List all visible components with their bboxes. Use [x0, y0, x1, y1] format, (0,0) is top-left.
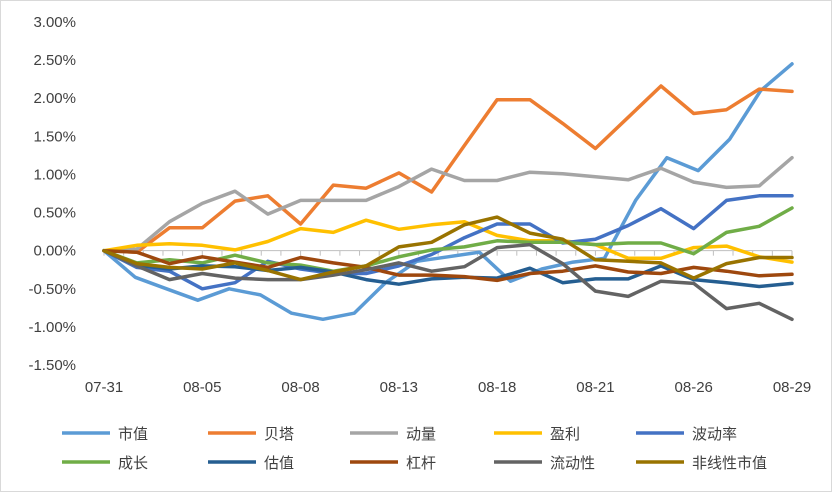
- x-tick-label: 08-29: [773, 379, 811, 396]
- series-line-动量: [102, 155, 794, 253]
- series-line-非线性市值: [102, 215, 794, 282]
- y-tick-label: 3.00%: [33, 14, 76, 31]
- legend-label: 成长: [118, 454, 148, 472]
- series-line-贝塔: [102, 84, 794, 254]
- y-tick-label: 0.00%: [33, 243, 76, 260]
- series-line-盈利: [102, 218, 794, 264]
- legend-label: 动量: [406, 425, 436, 443]
- series-line-市值: [102, 62, 794, 322]
- x-tick-label: 08-21: [576, 379, 614, 396]
- y-axis-tick-labels: 3.00% 2.50% 2.00% 1.50% 1.00% 0.50% 0.00% -0.50…: [28, 14, 76, 374]
- y-tick-label: 1.50%: [33, 128, 76, 145]
- legend-label: 市值: [118, 425, 148, 443]
- x-tick-label: 08-13: [380, 379, 418, 396]
- series-line-流动性: [102, 242, 794, 322]
- y-tick-label: 2.50%: [33, 52, 76, 69]
- legend-label: 盈利: [550, 425, 580, 443]
- legend-label: 贝塔: [264, 425, 294, 443]
- x-tick-label: 08-18: [478, 379, 516, 396]
- x-axis: 07-31 08-05 08-08 08-13 08-18 08-21 08-26 08-29: [85, 250, 811, 396]
- legend-label: 流动性: [550, 454, 595, 472]
- y-tick-label: 2.00%: [33, 90, 76, 107]
- series-lines: [102, 62, 794, 322]
- legend-label: 非线性市值: [692, 454, 767, 472]
- x-tick-label: 07-31: [85, 379, 123, 396]
- y-tick-label: -1.50%: [28, 357, 76, 374]
- x-tick-label: 08-05: [183, 379, 221, 396]
- y-tick-label: 1.00%: [33, 166, 76, 183]
- y-tick-label: 0.50%: [33, 205, 76, 222]
- y-tick-label: -0.50%: [28, 281, 76, 298]
- legend-label: 波动率: [692, 425, 737, 443]
- series-line-成长: [102, 206, 794, 273]
- legend-label: 杠杆: [406, 454, 436, 472]
- series-line-波动率: [102, 194, 794, 291]
- x-tick-label: 08-26: [675, 379, 713, 396]
- y-tick-label: -1.00%: [28, 319, 76, 336]
- legend-label: 估值: [264, 454, 294, 472]
- x-tick-label: 08-08: [281, 379, 319, 396]
